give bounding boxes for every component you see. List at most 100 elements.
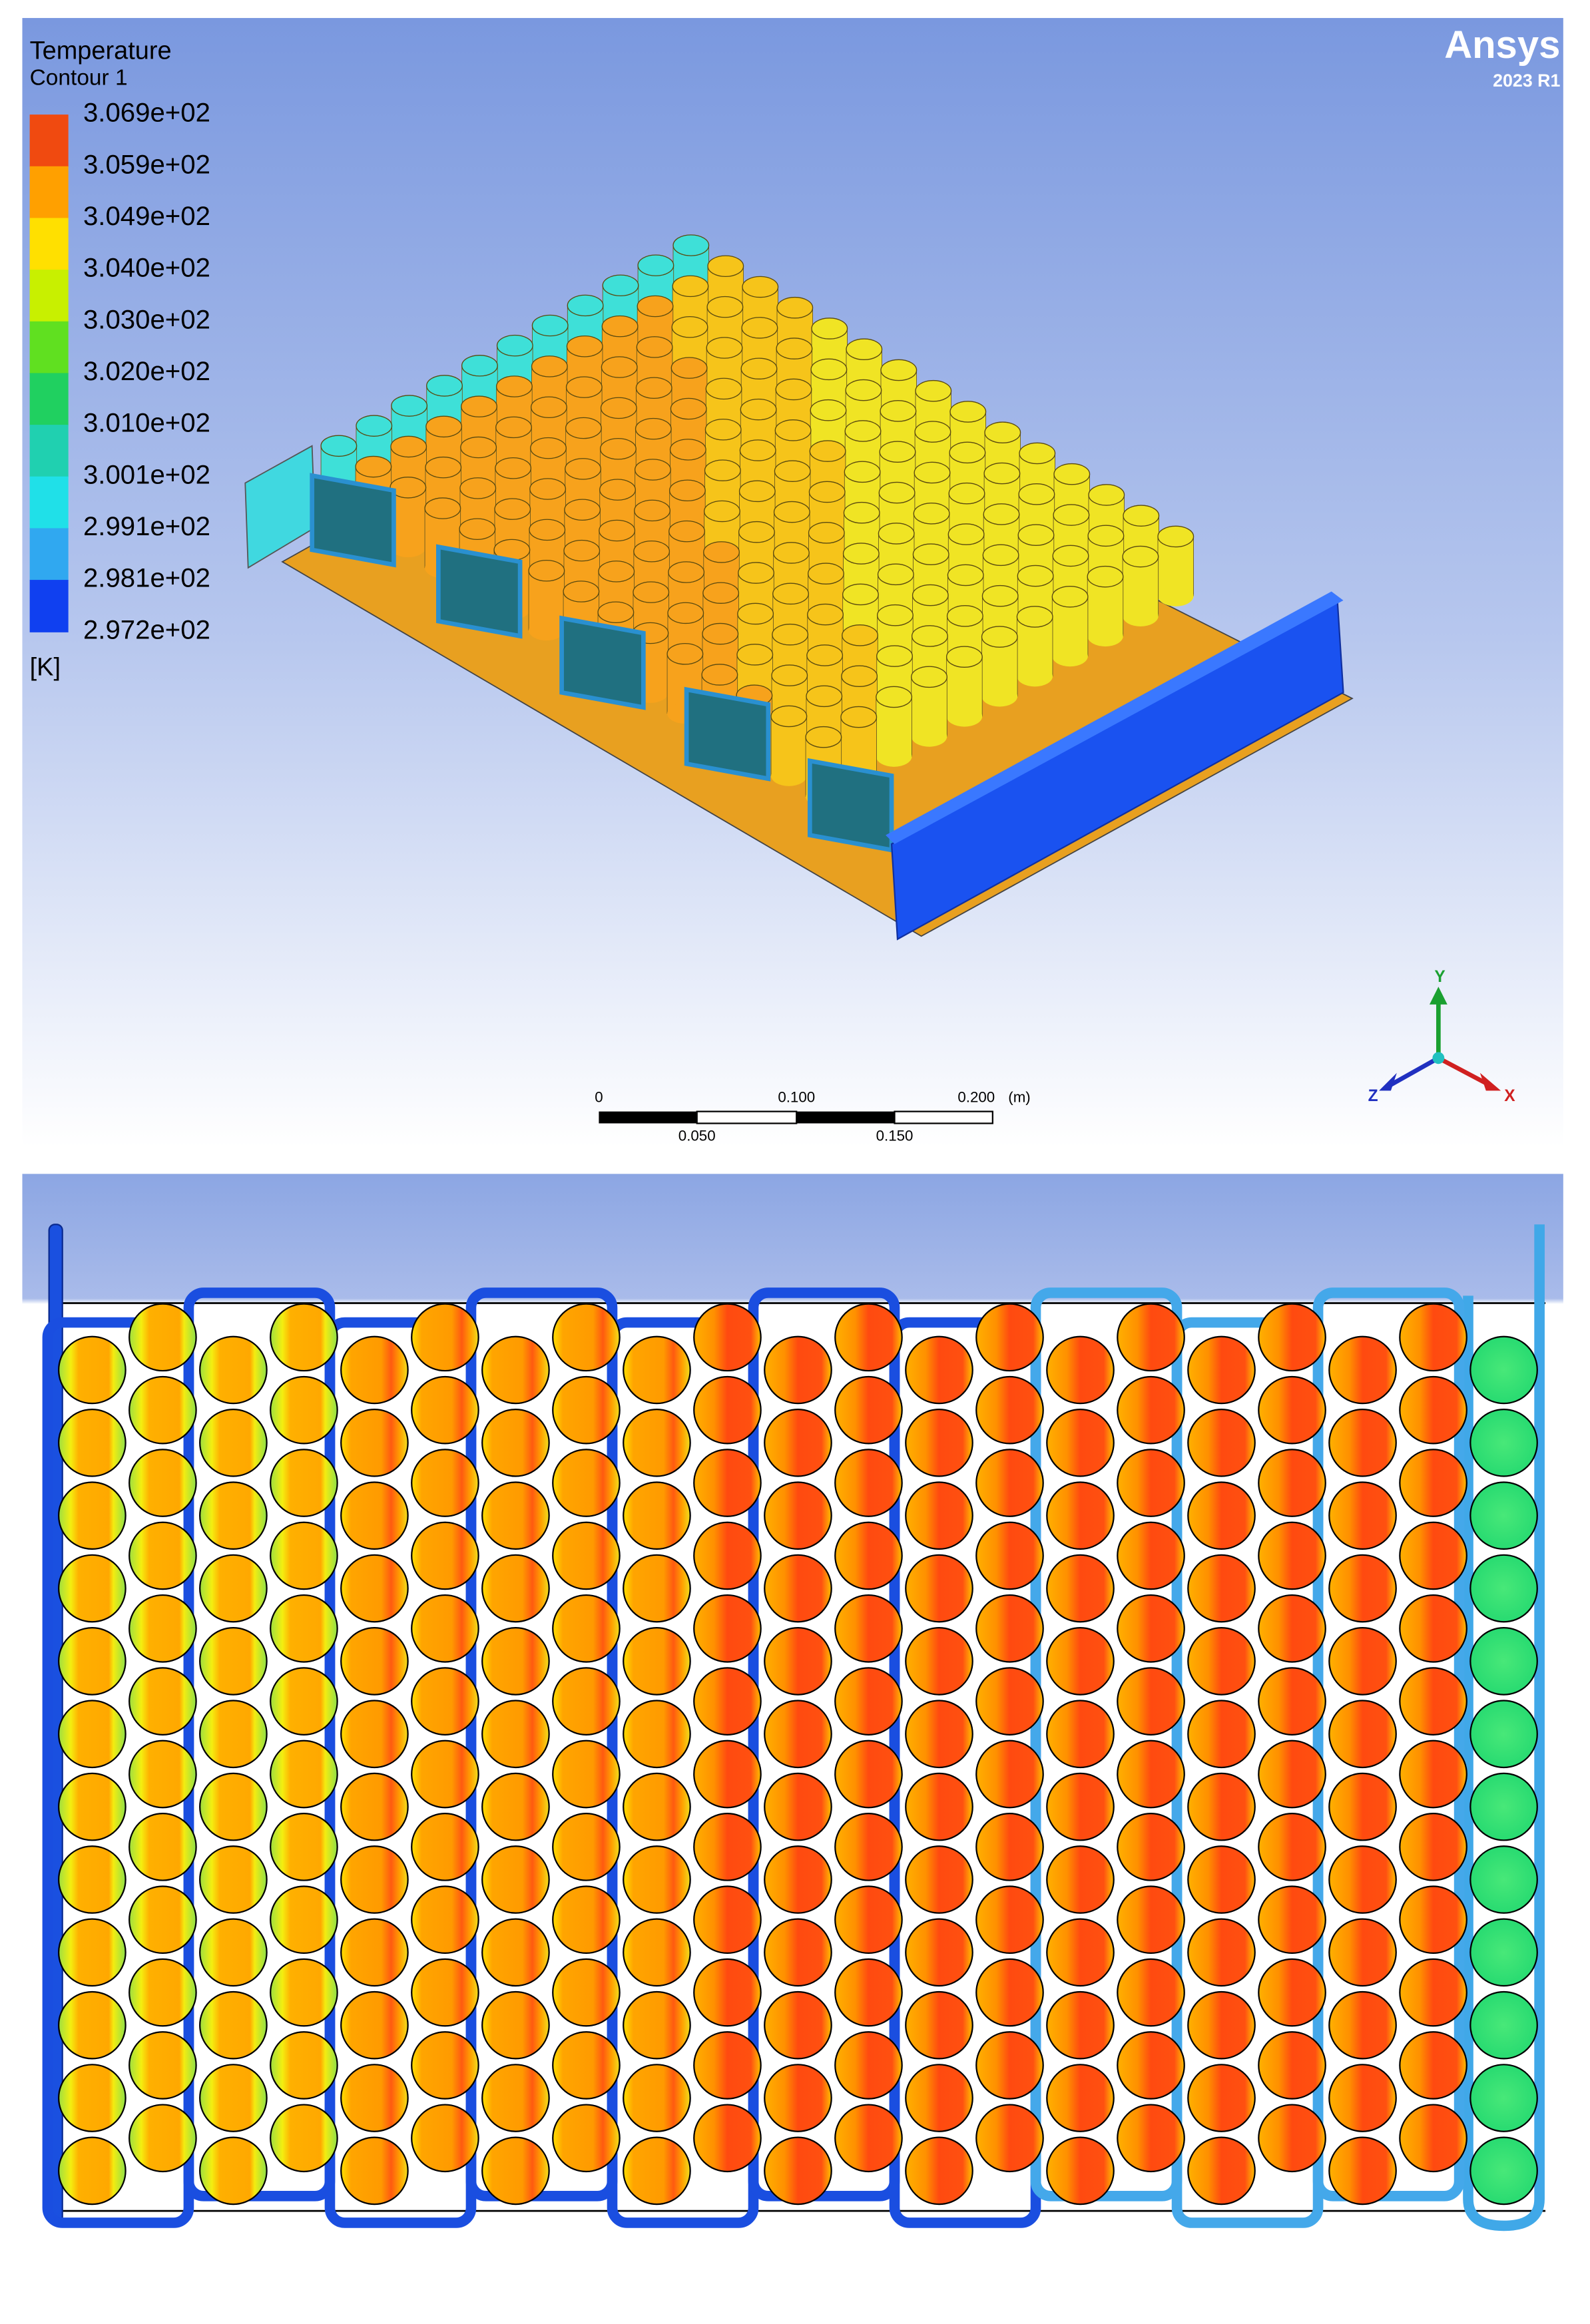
cell [129, 1449, 197, 1517]
color-band [29, 270, 69, 322]
cell [129, 1740, 197, 1809]
cell-bottom [390, 536, 426, 558]
cell [764, 1554, 832, 1623]
cell [764, 1700, 832, 1769]
cell-top [876, 604, 914, 626]
cell [58, 1845, 127, 1914]
cell-top [390, 476, 427, 499]
cell [411, 1521, 479, 1590]
cell [552, 1521, 621, 1590]
cell [411, 2104, 479, 2173]
cell-top [495, 375, 533, 397]
cell-top [563, 539, 601, 562]
cell-top [740, 398, 777, 421]
cell-top [672, 234, 710, 256]
cell-top [565, 417, 602, 439]
scale-label: 0.150 [876, 1127, 914, 1144]
cell [270, 1885, 338, 1955]
cell [764, 1627, 832, 1696]
cell [411, 1375, 479, 1445]
cell [340, 1772, 409, 1841]
cell [1469, 1990, 1538, 2060]
cell [1187, 1700, 1256, 1769]
cell [975, 1885, 1044, 1955]
cell [1469, 1700, 1538, 1769]
cell [1258, 1885, 1326, 1955]
cell [129, 1667, 197, 1736]
cell-top [706, 296, 744, 318]
cell-top [876, 645, 913, 667]
cell [1258, 1521, 1326, 1590]
cell-top [772, 623, 809, 646]
legend-unit: [K] [30, 654, 61, 682]
cell-top [775, 378, 812, 401]
cell-top [634, 459, 671, 481]
cell [1046, 1627, 1115, 1696]
cell-top [983, 503, 1020, 525]
cell [975, 1958, 1044, 2027]
cell [199, 1700, 268, 1769]
cell-top [983, 462, 1021, 485]
axis-triad: Y Z X [1368, 968, 1516, 1105]
color-band [29, 321, 69, 374]
cell [905, 1408, 973, 1477]
cell-top [565, 458, 601, 480]
cell [975, 1667, 1044, 1736]
color-band [29, 166, 69, 219]
cell [552, 1667, 621, 1736]
cell [1258, 1813, 1326, 1881]
cell [481, 1408, 550, 1477]
cell [623, 1481, 691, 1550]
cell [1117, 1740, 1185, 1809]
cell [481, 1990, 550, 2060]
cell [1187, 1918, 1256, 1987]
cell-top [601, 315, 639, 338]
cell-top [738, 480, 776, 503]
cell-top [1017, 565, 1054, 587]
cell [270, 1813, 338, 1881]
cell-top [565, 376, 603, 398]
cell-top [495, 457, 532, 479]
cell-top [737, 602, 774, 625]
cell [58, 1772, 127, 1841]
cell [1469, 1554, 1538, 1623]
cell-top [914, 421, 951, 443]
cell [693, 1813, 762, 1881]
cell-top [912, 584, 949, 606]
cell-top [566, 335, 603, 357]
cell-top [637, 295, 674, 318]
color-band [29, 115, 69, 167]
cell-top [670, 397, 707, 420]
cell [1258, 2104, 1326, 2173]
cell [975, 1375, 1044, 1445]
cell [1258, 1594, 1326, 1663]
cell [1046, 1845, 1115, 1914]
cell-top [984, 421, 1021, 443]
legend-label: 3.049e+02 [83, 201, 210, 231]
cell [834, 2104, 903, 2173]
cell [270, 1740, 338, 1809]
cell-top [567, 294, 604, 317]
cell [1328, 1918, 1397, 1987]
cell-top [876, 686, 913, 708]
cell [1046, 1481, 1115, 1550]
cell-top [1088, 484, 1125, 506]
cell [411, 1449, 479, 1517]
cell [58, 1700, 127, 1769]
cell [481, 1845, 550, 1914]
cell-bottom [911, 726, 947, 747]
cell [481, 1772, 550, 1841]
cell [1258, 2031, 1326, 2100]
cell [1399, 1667, 1467, 1736]
cell [623, 1627, 691, 1696]
cell [1187, 1990, 1256, 2060]
cell-bottom [1017, 666, 1053, 687]
cell-top [564, 499, 601, 521]
cell-top [666, 642, 704, 665]
cell-top [845, 379, 882, 401]
cell [129, 1958, 197, 2027]
cell-top [704, 459, 741, 481]
cell [552, 1594, 621, 1663]
cell-top [981, 626, 1018, 648]
